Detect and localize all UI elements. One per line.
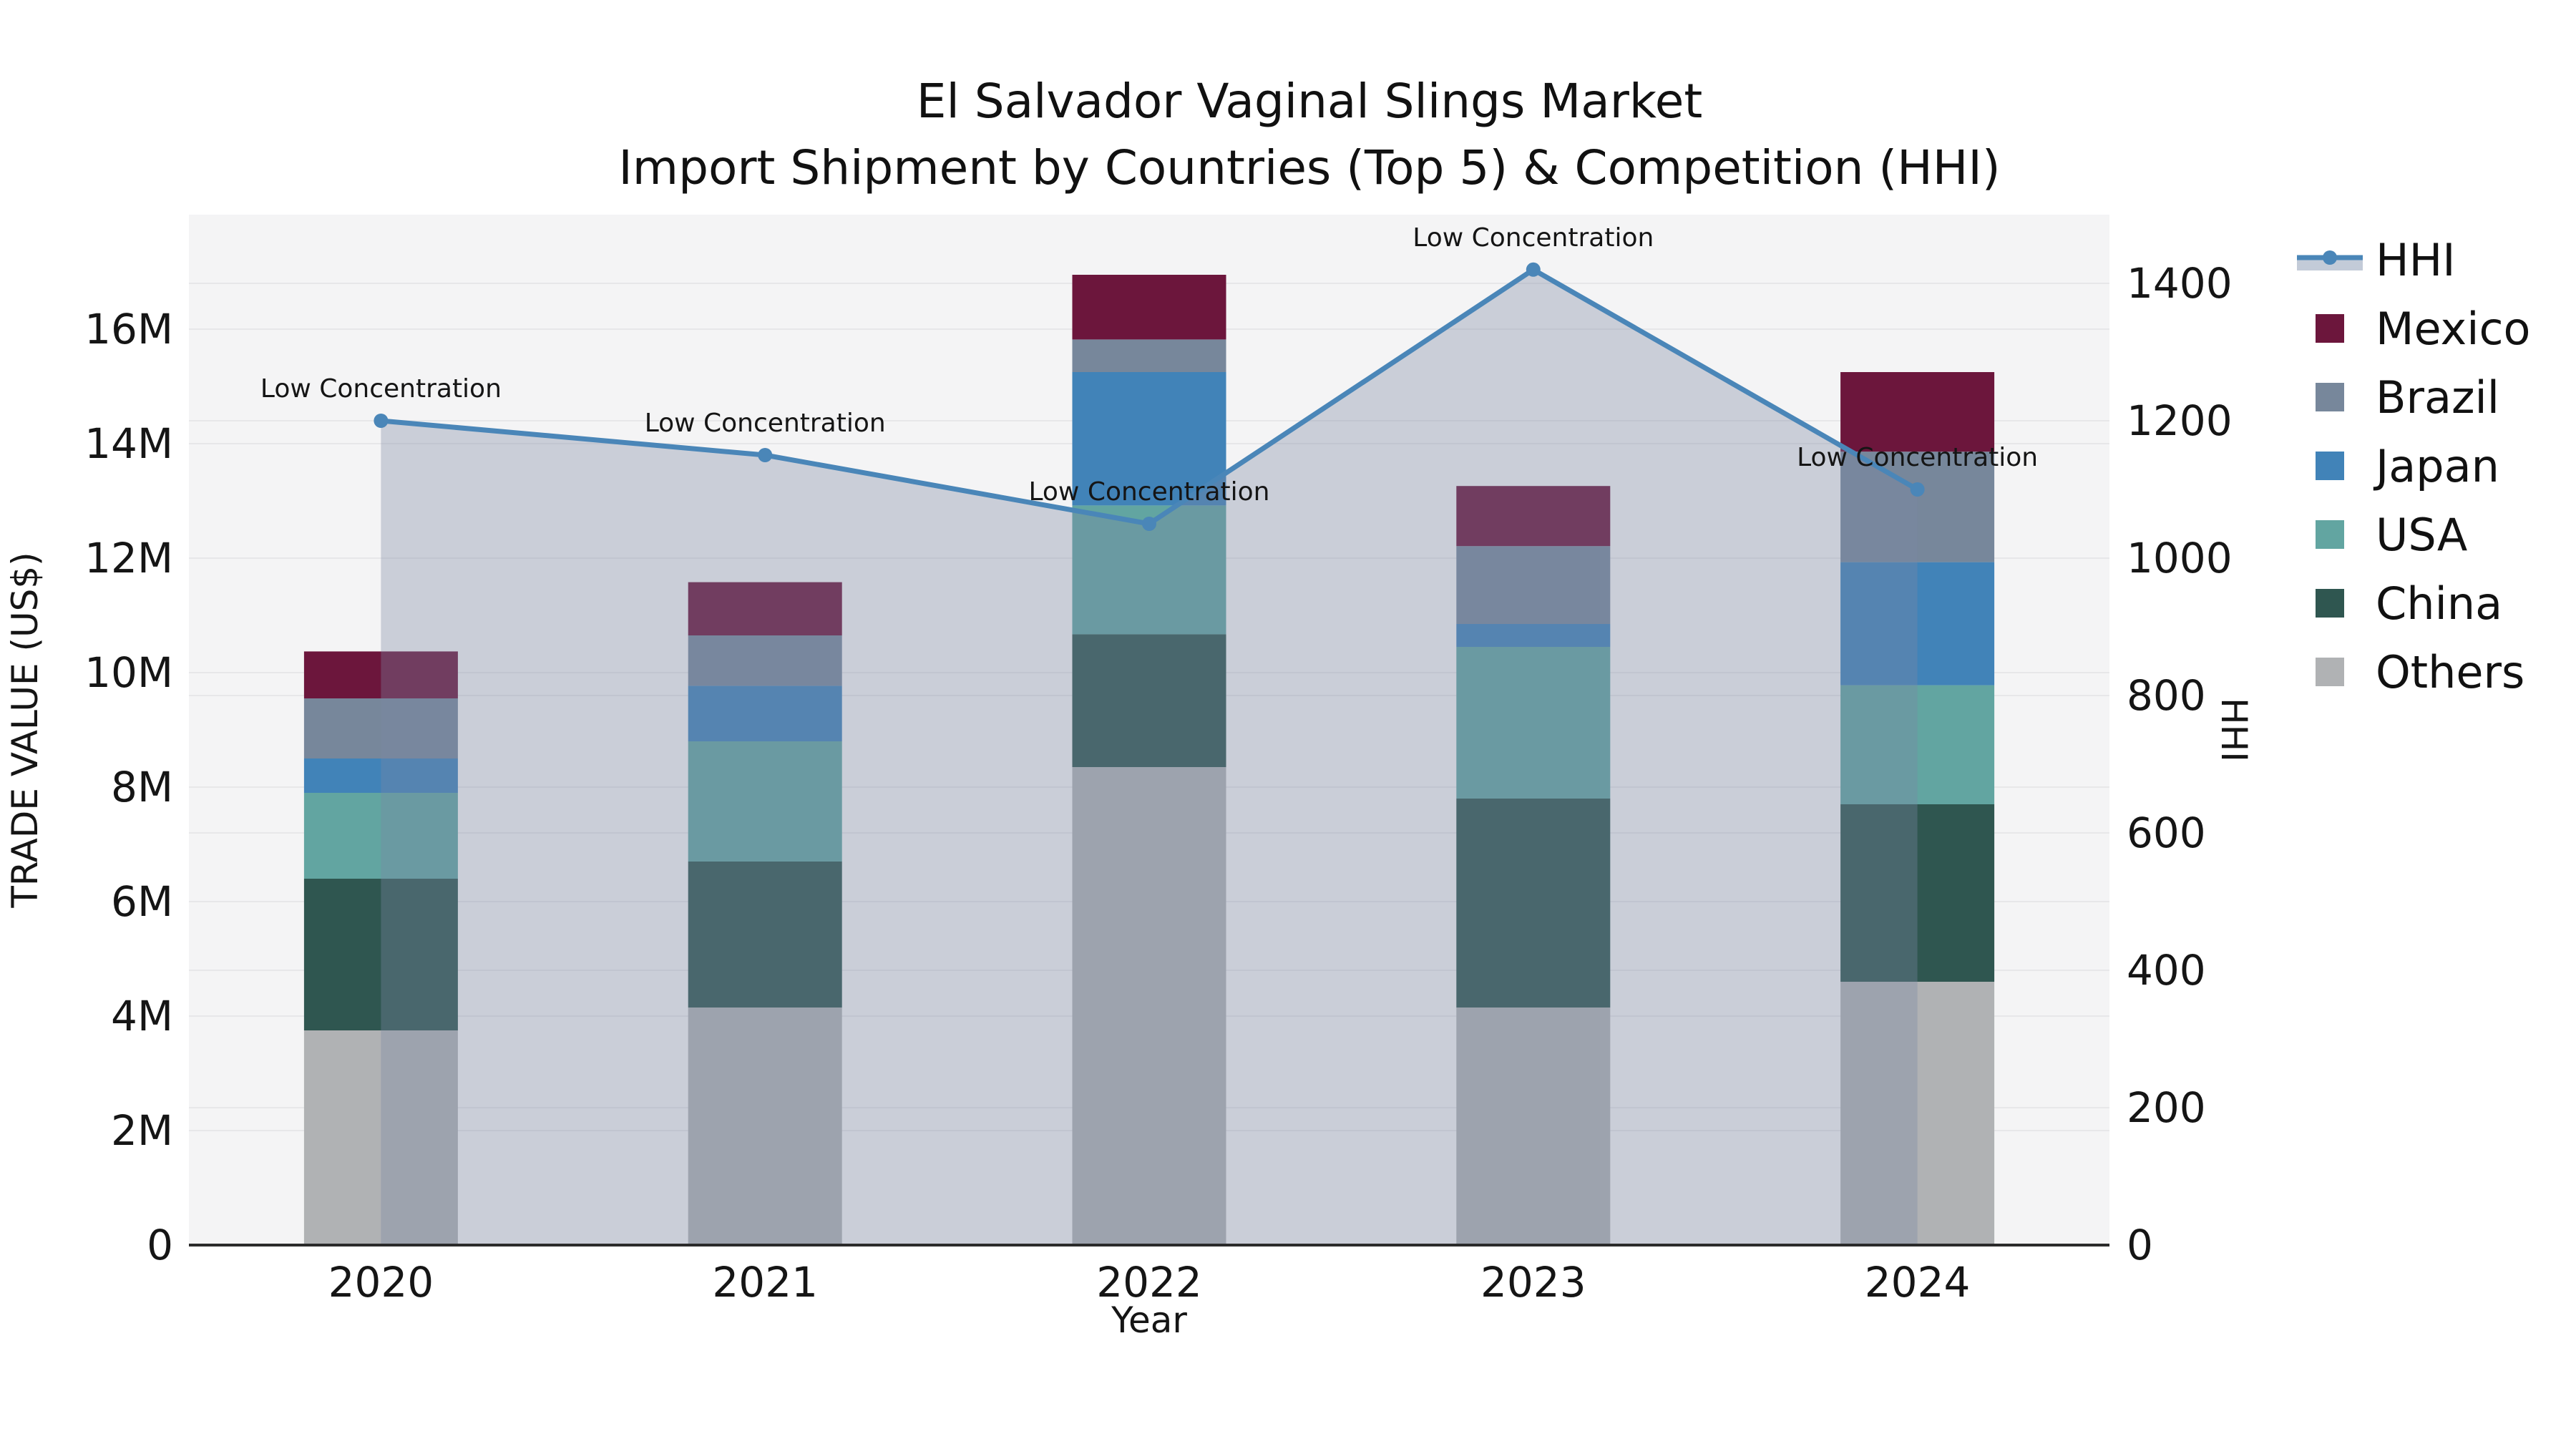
annotation-2020: Low Concentration — [260, 374, 502, 404]
y-right-tick-label-1200: 1200 — [2127, 396, 2233, 445]
bar-segment-brazil-2022 — [1072, 339, 1226, 372]
bar-segment-others-2024 — [1840, 982, 1995, 1245]
y-left-tick-label-0: 0 — [147, 1221, 173, 1269]
annotation-2022: Low Concentration — [1028, 477, 1269, 507]
x-tick-label-2023: 2023 — [1480, 1258, 1586, 1307]
bar-segment-mexico-2022 — [1072, 275, 1226, 340]
x-tick-label-2024: 2024 — [1865, 1258, 1971, 1307]
hhi-line-sample-icon — [2297, 250, 2363, 270]
bar-segment-others-2022 — [1072, 767, 1226, 1245]
y-right-tick-label-1400: 1400 — [2127, 259, 2233, 308]
hhi-point-2022 — [1142, 517, 1156, 531]
bar-segment-japan-2024 — [1840, 562, 1995, 686]
bar-segment-china-2021 — [688, 862, 842, 1008]
bar-segment-china-2024 — [1840, 804, 1995, 982]
hhi-point-2021 — [758, 448, 773, 462]
bar-segment-others-2023 — [1456, 1008, 1611, 1245]
annotation-2021: Low Concentration — [645, 409, 886, 438]
bar-segment-usa-2020 — [303, 793, 458, 879]
bar-segment-japan-2021 — [688, 686, 842, 741]
bar-segment-japan-2020 — [303, 758, 458, 793]
x-tick-label-2022: 2022 — [1096, 1258, 1202, 1307]
bar-segment-brazil-2020 — [303, 698, 458, 758]
bar-segment-china-2023 — [1456, 799, 1611, 1008]
bar-segment-usa-2021 — [688, 741, 842, 862]
legend-label-china: China — [2376, 577, 2503, 630]
legend-key-mexico-swatch — [2297, 313, 2363, 343]
bar-segment-mexico-2024 — [1840, 372, 1995, 452]
legend-label-japan: Japan — [2376, 439, 2499, 492]
y-right-tick-label-1000: 1000 — [2127, 534, 2233, 582]
x-axis-title: Year — [1111, 1299, 1187, 1341]
y-left-tick-label-14M: 14M — [84, 419, 173, 468]
bar-segment-brazil-2024 — [1840, 452, 1995, 562]
annotation-2024: Low Concentration — [1797, 443, 2038, 472]
y-right-tick-label-200: 200 — [2127, 1083, 2206, 1132]
y-left-tick-label-10M: 10M — [84, 648, 173, 697]
y-right-tick-label-400: 400 — [2127, 946, 2206, 995]
mexico-color-swatch-icon — [2316, 314, 2344, 343]
bar-segment-china-2022 — [1072, 634, 1226, 767]
bar-segment-usa-2023 — [1456, 647, 1611, 799]
legend-item-hhi: HHI — [2297, 225, 2531, 294]
bar-segment-china-2020 — [303, 879, 458, 1030]
y-left-tick-label-12M: 12M — [84, 534, 173, 582]
legend-key-others-swatch — [2297, 657, 2363, 687]
china-color-swatch-icon — [2316, 589, 2344, 618]
brazil-color-swatch-icon — [2316, 383, 2344, 411]
bar-segment-japan-2023 — [1456, 624, 1611, 647]
bar-segment-mexico-2021 — [688, 582, 842, 635]
legend-key-usa-swatch — [2297, 519, 2363, 550]
legend-label-mexico: Mexico — [2376, 302, 2531, 355]
hhi-point-2024 — [1910, 482, 1925, 497]
x-tick-label-2020: 2020 — [328, 1258, 434, 1307]
legend-label-others: Others — [2376, 645, 2525, 698]
y-left-tick-label-2M: 2M — [111, 1106, 173, 1155]
legend-key-china-swatch — [2297, 588, 2363, 618]
hhi-area-fill — [381, 269, 1918, 1245]
legend-key-hhi-line-icon — [2297, 245, 2363, 275]
hhi-point-2020 — [374, 414, 389, 428]
hhi-point-2023 — [1526, 262, 1541, 277]
bar-segment-others-2021 — [688, 1008, 842, 1245]
chart-legend: HHI Mexico Brazil Japan USA China Others — [2297, 225, 2531, 706]
y-left-tick-label-6M: 6M — [111, 877, 173, 926]
legend-label-brazil: Brazil — [2376, 371, 2500, 424]
y-left-tick-label-16M: 16M — [84, 305, 173, 353]
chart-title-line1: El Salvador Vaginal Slings Market — [916, 74, 1703, 129]
y-left-tick-label-8M: 8M — [111, 763, 173, 811]
legend-item-china: China — [2297, 569, 2531, 638]
y-right-tick-label-600: 600 — [2127, 809, 2206, 857]
chart-title-line2: Import Shipment by Countries (Top 5) & C… — [618, 140, 2001, 195]
y-right-tick-label-800: 800 — [2127, 671, 2206, 720]
chart-title: El Salvador Vaginal Slings Market Import… — [186, 68, 2433, 201]
bar-segment-brazil-2023 — [1456, 546, 1611, 624]
y-left-tick-label-4M: 4M — [111, 992, 173, 1040]
bar-segment-mexico-2023 — [1456, 486, 1611, 547]
y-axis-title-left: TRADE VALUE (US$) — [4, 552, 46, 908]
legend-item-usa: USA — [2297, 500, 2531, 569]
y-axis-title-right: HHI — [2213, 698, 2255, 762]
bar-segment-usa-2024 — [1840, 685, 1995, 804]
x-tick-label-2021: 2021 — [712, 1258, 818, 1307]
bar-segment-brazil-2021 — [688, 635, 842, 686]
bar-segment-mexico-2020 — [303, 651, 458, 698]
bar-segment-others-2020 — [303, 1030, 458, 1245]
others-color-swatch-icon — [2316, 658, 2344, 686]
legend-key-japan-swatch — [2297, 451, 2363, 481]
legend-key-brazil-swatch — [2297, 382, 2363, 412]
usa-color-swatch-icon — [2316, 520, 2344, 549]
legend-label-hhi: HHI — [2376, 233, 2456, 286]
annotation-2023: Low Concentration — [1413, 223, 1654, 253]
legend-item-mexico: Mexico — [2297, 294, 2531, 363]
legend-label-usa: USA — [2376, 508, 2468, 561]
legend-item-brazil: Brazil — [2297, 363, 2531, 431]
japan-color-swatch-icon — [2316, 452, 2344, 480]
legend-item-japan: Japan — [2297, 431, 2531, 500]
bar-segment-japan-2022 — [1072, 372, 1226, 506]
legend-item-others: Others — [2297, 638, 2531, 706]
y-right-tick-label-0: 0 — [2127, 1221, 2153, 1269]
